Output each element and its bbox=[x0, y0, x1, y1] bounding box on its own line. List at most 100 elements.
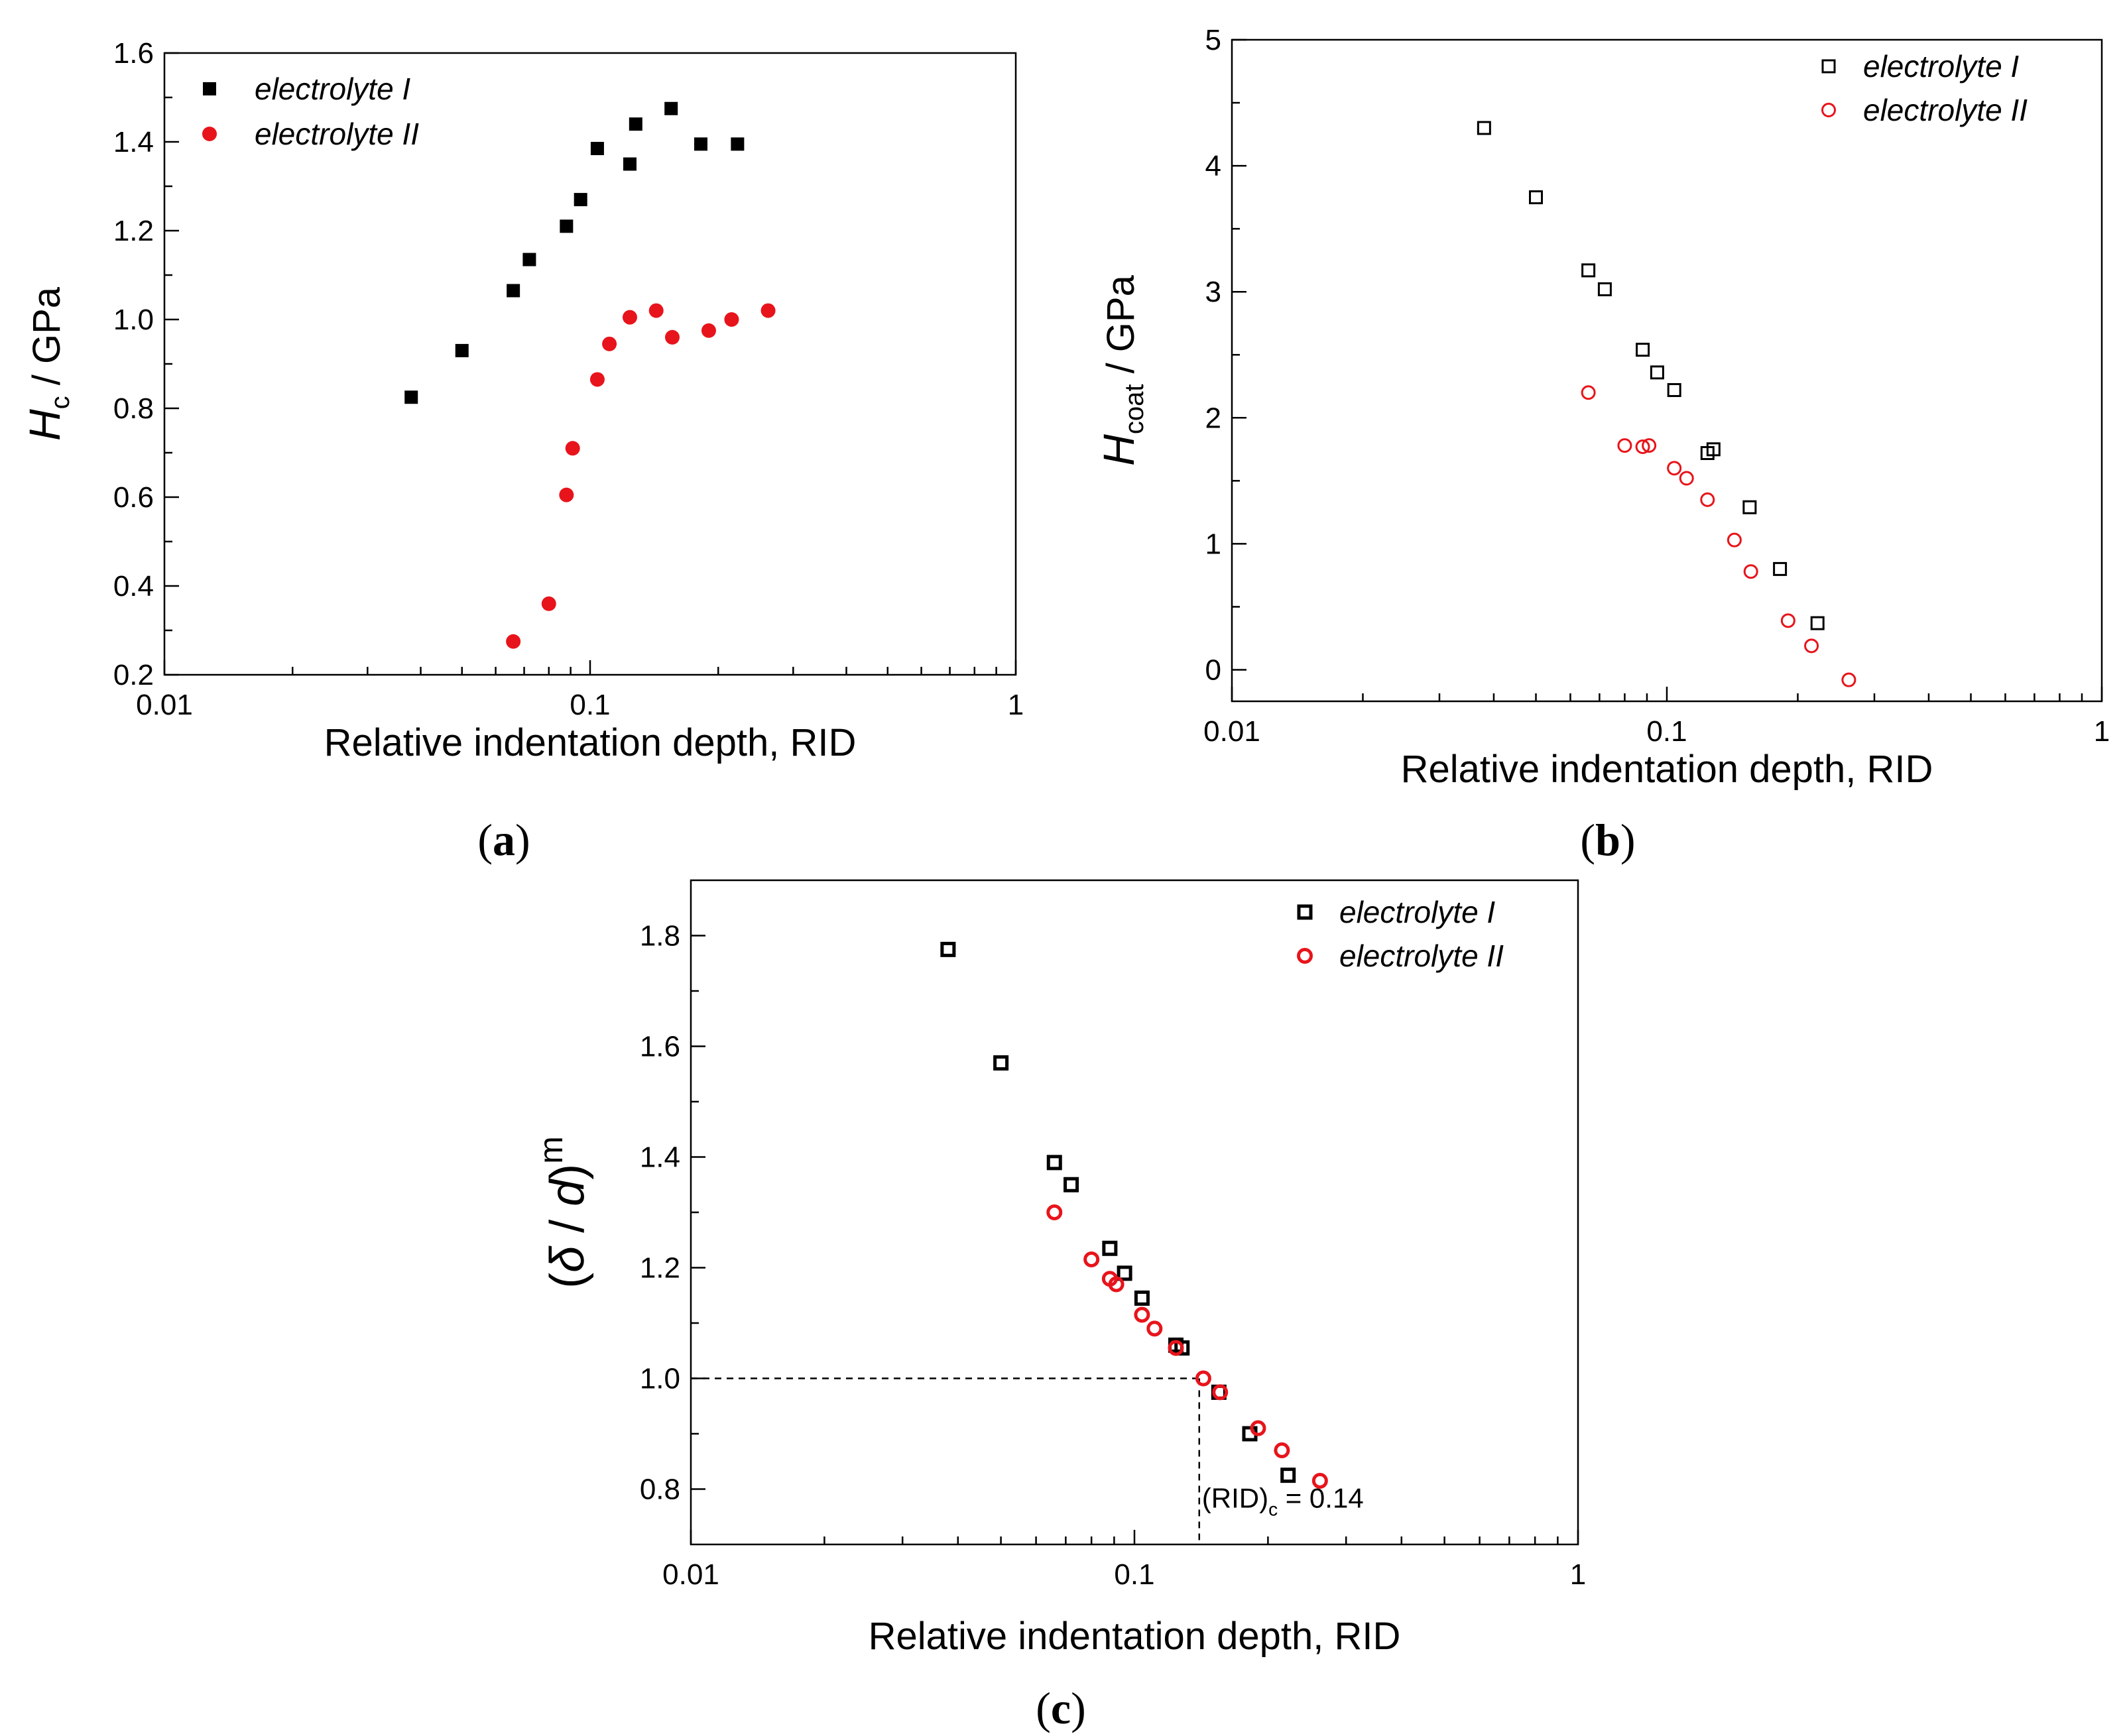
data-point bbox=[1667, 382, 1681, 397]
data-point bbox=[1727, 532, 1742, 548]
data-point bbox=[1581, 385, 1596, 400]
panel-label-paren: ( bbox=[477, 815, 493, 865]
data-point bbox=[1743, 564, 1758, 579]
data-point bbox=[701, 323, 716, 338]
panel-label: (c) bbox=[1036, 1683, 1086, 1733]
data-point bbox=[1617, 438, 1632, 453]
legend-marker bbox=[1821, 59, 1836, 74]
data-point bbox=[1250, 1420, 1266, 1436]
y-axis-title: Hcoat / GPa bbox=[1094, 274, 1149, 465]
data-point bbox=[1311, 1472, 1328, 1489]
legend-marker bbox=[202, 127, 217, 141]
data-point bbox=[1146, 1320, 1163, 1337]
y-tick-label: 1 bbox=[1205, 528, 1221, 560]
legend-marker bbox=[1297, 948, 1313, 964]
panel-label: (b) bbox=[1580, 815, 1635, 865]
y-title-delta: δ bbox=[541, 1245, 594, 1273]
series-electrolyte-i bbox=[404, 101, 745, 404]
series-electrolyte-ii bbox=[1046, 1204, 1328, 1489]
data-point bbox=[1635, 439, 1650, 455]
data-point bbox=[1742, 500, 1757, 514]
y-title-unit: / GPa bbox=[1099, 274, 1142, 384]
y-tick-label: 3 bbox=[1205, 276, 1221, 308]
y-tick-label: 0.2 bbox=[113, 659, 154, 691]
y-tick-label: 0.8 bbox=[640, 1474, 680, 1506]
data-point bbox=[664, 101, 678, 115]
data-point bbox=[1700, 492, 1715, 507]
y-tick-label: 1.6 bbox=[113, 37, 154, 70]
data-point bbox=[993, 1055, 1009, 1071]
x-tick-label: 1 bbox=[1570, 1558, 1586, 1591]
series-electrolyte-i bbox=[940, 941, 1296, 1483]
data-point bbox=[1102, 1240, 1118, 1256]
data-point bbox=[565, 441, 580, 456]
data-point bbox=[506, 634, 521, 649]
data-point bbox=[1134, 1290, 1150, 1306]
legend-label: electrolyte II bbox=[1863, 93, 2028, 127]
y-title-subscript: coat bbox=[1120, 384, 1149, 435]
x-axis-title: Relative indentation depth, RID bbox=[869, 1615, 1401, 1658]
x-tick-label: 0.1 bbox=[1114, 1558, 1154, 1591]
y-title-slash: / bbox=[541, 1206, 594, 1246]
y-tick-label: 2 bbox=[1205, 402, 1221, 434]
legend-marker bbox=[203, 82, 216, 95]
data-point bbox=[1679, 471, 1694, 486]
data-point bbox=[1650, 365, 1664, 380]
data-point bbox=[1581, 263, 1596, 278]
x-axis-title: Relative indentation depth, RID bbox=[324, 721, 857, 764]
x-tick-label: 0.01 bbox=[1203, 715, 1260, 748]
data-point bbox=[455, 343, 469, 357]
panel-label-letter: c bbox=[1051, 1683, 1071, 1733]
data-point bbox=[1597, 282, 1612, 296]
data-point bbox=[1195, 1370, 1211, 1387]
data-point bbox=[1841, 672, 1856, 687]
data-point bbox=[404, 390, 418, 404]
data-point bbox=[724, 312, 739, 327]
data-point bbox=[1477, 121, 1491, 135]
y-tick-label: 1.8 bbox=[640, 920, 680, 953]
chart-panel-b: 0.01 0.1 1 0 1 2 3 4 5 Relative indentation depth… bbox=[1094, 24, 2110, 865]
data-point bbox=[1168, 1340, 1184, 1356]
legend-label: electrolyte II bbox=[1339, 939, 1504, 973]
panel-label-letter: a bbox=[493, 815, 515, 865]
data-point bbox=[1064, 1177, 1079, 1192]
panel-label-letter: b bbox=[1595, 815, 1620, 865]
data-point bbox=[560, 219, 574, 233]
chart-panel-c: 0.01 0.1 1 0.8 1.0 1.2 1.4 1.6 1.8 Relative inden… bbox=[532, 879, 1586, 1733]
data-point bbox=[1810, 616, 1825, 630]
data-point bbox=[1083, 1251, 1100, 1267]
y-title-paren-open: ( bbox=[541, 1273, 594, 1289]
x-axis-title: Relative indentation depth, RID bbox=[1401, 748, 1933, 791]
data-point bbox=[1212, 1384, 1229, 1401]
x-tick-label: 1 bbox=[2094, 715, 2110, 748]
y-title-symbol: H bbox=[1094, 434, 1143, 466]
legend-marker bbox=[1297, 904, 1313, 920]
x-tick-label: 0.1 bbox=[570, 689, 610, 721]
data-point bbox=[1529, 190, 1544, 205]
data-point bbox=[559, 487, 574, 502]
data-point bbox=[1046, 1204, 1063, 1220]
data-point bbox=[1706, 442, 1721, 457]
data-point bbox=[1046, 1155, 1062, 1171]
data-point bbox=[694, 137, 707, 151]
y-tick-label: 0.6 bbox=[113, 481, 154, 514]
data-point bbox=[1280, 1468, 1296, 1483]
chart-panel-a: 0.01 0.1 1 0.2 0.4 0.6 0.8 1.0 1.2 1.4 1.6 Relative… bbox=[20, 37, 1024, 865]
data-point bbox=[622, 310, 637, 325]
data-point bbox=[1642, 438, 1657, 453]
annotation-subscript: c bbox=[1268, 1499, 1278, 1520]
y-tick-label: 0.4 bbox=[113, 570, 154, 603]
y-axis-title: Hc / GPa bbox=[20, 286, 75, 441]
y-tick-label: 0.8 bbox=[113, 392, 154, 425]
data-point bbox=[541, 596, 556, 611]
data-point bbox=[1636, 343, 1650, 357]
y-tick-label: 0 bbox=[1205, 654, 1221, 686]
series-electrolyte-ii bbox=[506, 303, 776, 649]
panel-label: (a) bbox=[477, 815, 530, 865]
data-point bbox=[731, 137, 745, 151]
legend-label: electrolyte I bbox=[255, 72, 410, 106]
series-electrolyte-ii bbox=[1581, 385, 1856, 687]
data-point bbox=[760, 303, 776, 318]
x-tick-label: 1 bbox=[1008, 689, 1024, 721]
